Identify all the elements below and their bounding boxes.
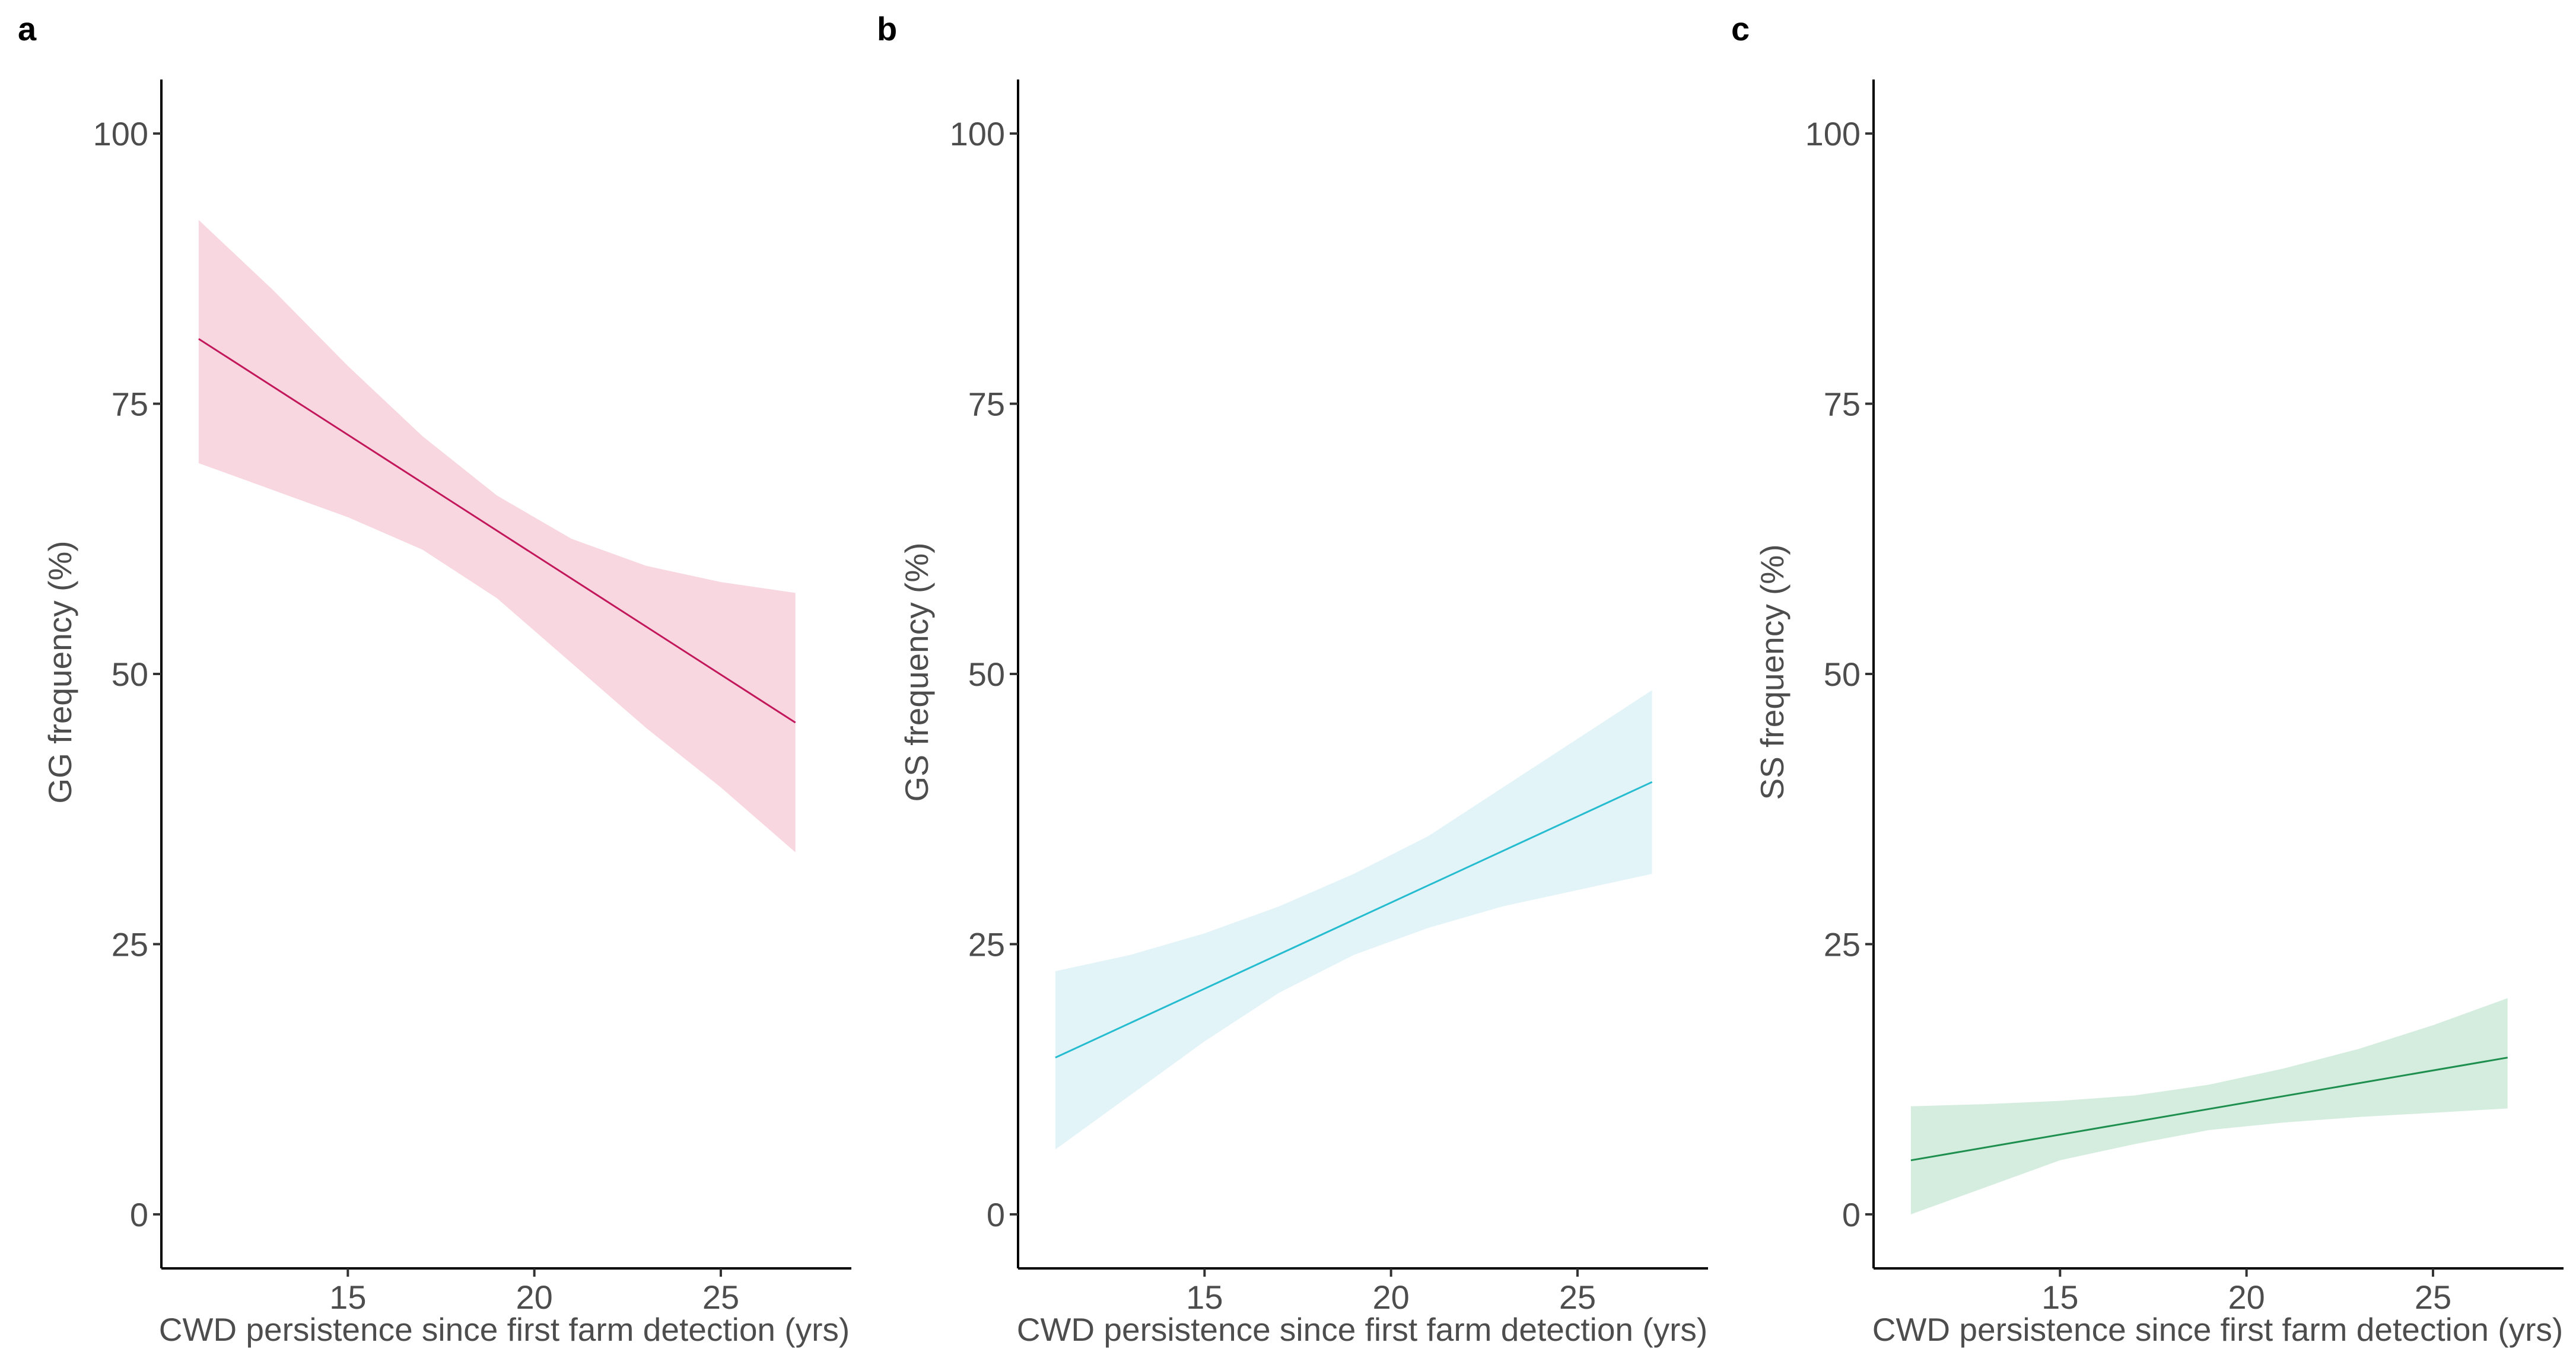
panel-c-xlabel: CWD persistence since first farm detecti… — [1872, 1311, 2563, 1348]
panel-b-ylabel: GS frequency (%) — [898, 542, 935, 801]
panel-a-ytick-label: 100 — [93, 115, 148, 152]
panel-a-xlabel: CWD persistence since first farm detecti… — [159, 1311, 850, 1348]
panel-b-xtick-label: 20 — [1373, 1278, 1410, 1316]
panel-b-ytick-label: 50 — [968, 656, 1005, 693]
panel-b-ytick-label: 100 — [950, 115, 1005, 152]
panel-b-fit-line — [1055, 781, 1653, 1059]
panel-c-xtick-label: 25 — [2415, 1278, 2451, 1316]
panel-a-ytick-label: 50 — [112, 656, 148, 693]
panel-c-xtick-label: 15 — [2041, 1278, 2078, 1316]
panel-b-ytick-label: 75 — [968, 386, 1005, 423]
panel-c-ytick-label: 0 — [1842, 1196, 1861, 1233]
panel-c: c 0 25 50 75 100 15 20 25 SS frequency (%) CWD … — [1731, 10, 2564, 1348]
panel-a-xtick-label: 20 — [516, 1278, 553, 1316]
panel-b-ytick-label: 25 — [968, 925, 1005, 963]
panel-b-plot: 0 25 50 75 100 15 20 25 — [950, 79, 1708, 1316]
panel-c-ytick-label: 100 — [1805, 115, 1861, 152]
panel-c-xtick-label: 20 — [2228, 1278, 2265, 1316]
panel-c-ytick-label: 25 — [1824, 925, 1861, 963]
panel-a-ytick-label: 25 — [112, 925, 148, 963]
panel-c-fit-line — [1910, 1057, 2508, 1162]
panel-a: a 0 25 50 75 100 15 20 25 GG frequency (%) CWD … — [18, 10, 851, 1348]
panel-c-plot: 0 25 50 75 100 15 20 25 — [1805, 79, 2564, 1316]
panel-a-letter: a — [18, 10, 37, 47]
panel-a-ytick-label: 0 — [130, 1196, 148, 1233]
panel-c-ylabel: SS frequency (%) — [1754, 544, 1791, 800]
panel-a-plot: 0 25 50 75 100 15 20 25 — [93, 79, 851, 1316]
panel-b-xlabel: CWD persistence since first farm detecti… — [1017, 1311, 1707, 1348]
panel-a-ylabel: GG frequency (%) — [42, 540, 78, 803]
panel-a-ytick-label: 75 — [112, 386, 148, 423]
panel-c-ytick-label: 75 — [1824, 386, 1861, 423]
panel-b-xtick-label: 15 — [1186, 1278, 1223, 1316]
panel-b-letter: b — [877, 10, 897, 47]
panel-a-xtick-label: 15 — [329, 1278, 366, 1316]
panel-b-ytick-label: 0 — [987, 1196, 1005, 1233]
panel-c-confidence-band — [1910, 998, 2508, 1214]
panel-b-xtick-label: 25 — [1559, 1278, 1596, 1316]
panel-a-xtick-label: 25 — [702, 1278, 739, 1316]
panel-a-confidence-band — [198, 220, 796, 853]
panel-c-letter: c — [1731, 10, 1750, 47]
panel-b: b 0 25 50 75 100 15 20 25 GS frequency (%) CWD … — [877, 10, 1708, 1348]
panel-c-ytick-label: 50 — [1824, 656, 1861, 693]
panel-a-fit-line — [198, 338, 796, 724]
